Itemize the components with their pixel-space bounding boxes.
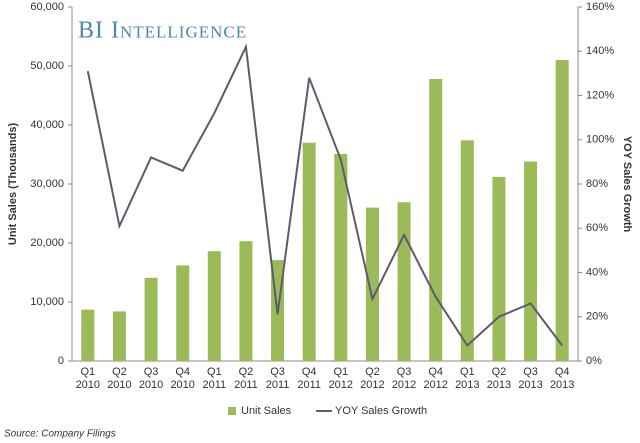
bar <box>334 153 348 361</box>
y2-tick-label: 140% <box>586 45 614 57</box>
y2-tick-label: 80% <box>586 178 608 190</box>
y-tick-label: 0 <box>58 355 64 367</box>
bar <box>524 161 538 361</box>
legend-label: YOY Sales Growth <box>335 405 427 417</box>
bar <box>555 60 569 361</box>
y-tick-label: 20,000 <box>30 237 64 249</box>
x-tick-label: Q2 2011 <box>234 366 258 391</box>
x-tick-label: Q4 2013 <box>549 366 575 391</box>
line <box>86 43 563 348</box>
y-axis-title: Unit Sales (Thousands) <box>7 123 19 246</box>
x-tick-label: Q3 2010 <box>138 366 164 391</box>
bar <box>207 251 221 361</box>
x-tick-label: Q3 2011 <box>265 366 290 391</box>
bar <box>144 277 158 361</box>
y2-tick-label: 160% <box>586 1 614 13</box>
x-tick-label: Q3 2013 <box>518 366 543 391</box>
bar <box>112 311 126 361</box>
y2-tick-label: 40% <box>586 266 608 278</box>
y2-tick-label: 100% <box>586 134 614 146</box>
bar <box>239 241 253 361</box>
y2-tick-label: 60% <box>586 222 608 234</box>
y-tick-label: 30,000 <box>30 178 64 190</box>
bar <box>397 202 411 361</box>
bar <box>365 207 379 361</box>
y2-axis-title: YOY Sales Growth <box>621 136 633 233</box>
bar <box>460 140 474 361</box>
y-tick-label: 40,000 <box>30 119 64 131</box>
bar <box>81 309 95 361</box>
bar <box>176 265 190 361</box>
x-tick-label: Q2 2010 <box>107 366 132 391</box>
chart-title: BI Intelligence <box>78 18 247 44</box>
bar <box>492 176 506 361</box>
y-tick-label: 10,000 <box>30 296 64 308</box>
y-tick-label: 50,000 <box>30 60 64 72</box>
x-tick-label: Q1 2011 <box>202 366 227 391</box>
x-tick-label: Q3 2012 <box>391 366 417 391</box>
x-tick-label: Q4 2010 <box>170 366 195 391</box>
bar <box>429 78 443 361</box>
y2-tick-label: 0% <box>586 355 602 367</box>
y2-tick-label: 120% <box>586 89 614 101</box>
source-note: Source: Company Filings <box>4 429 116 440</box>
y-tick-label: 60,000 <box>30 1 64 13</box>
x-tick-label: Q1 2010 <box>75 366 101 391</box>
legend-label: Unit Sales <box>241 405 292 417</box>
legend-swatch <box>228 407 236 415</box>
bar <box>302 142 316 361</box>
x-tick-label: Q1 2012 <box>328 366 354 391</box>
x-tick-label: Q2 2013 <box>486 366 512 391</box>
x-tick-label: Q1 2013 <box>455 366 480 391</box>
x-tick-label: Q2 2012 <box>360 366 385 391</box>
x-tick-label: Q4 2012 <box>423 366 448 391</box>
y2-tick-label: 20% <box>586 311 608 323</box>
x-tick-label: Q4 2011 <box>297 366 322 391</box>
